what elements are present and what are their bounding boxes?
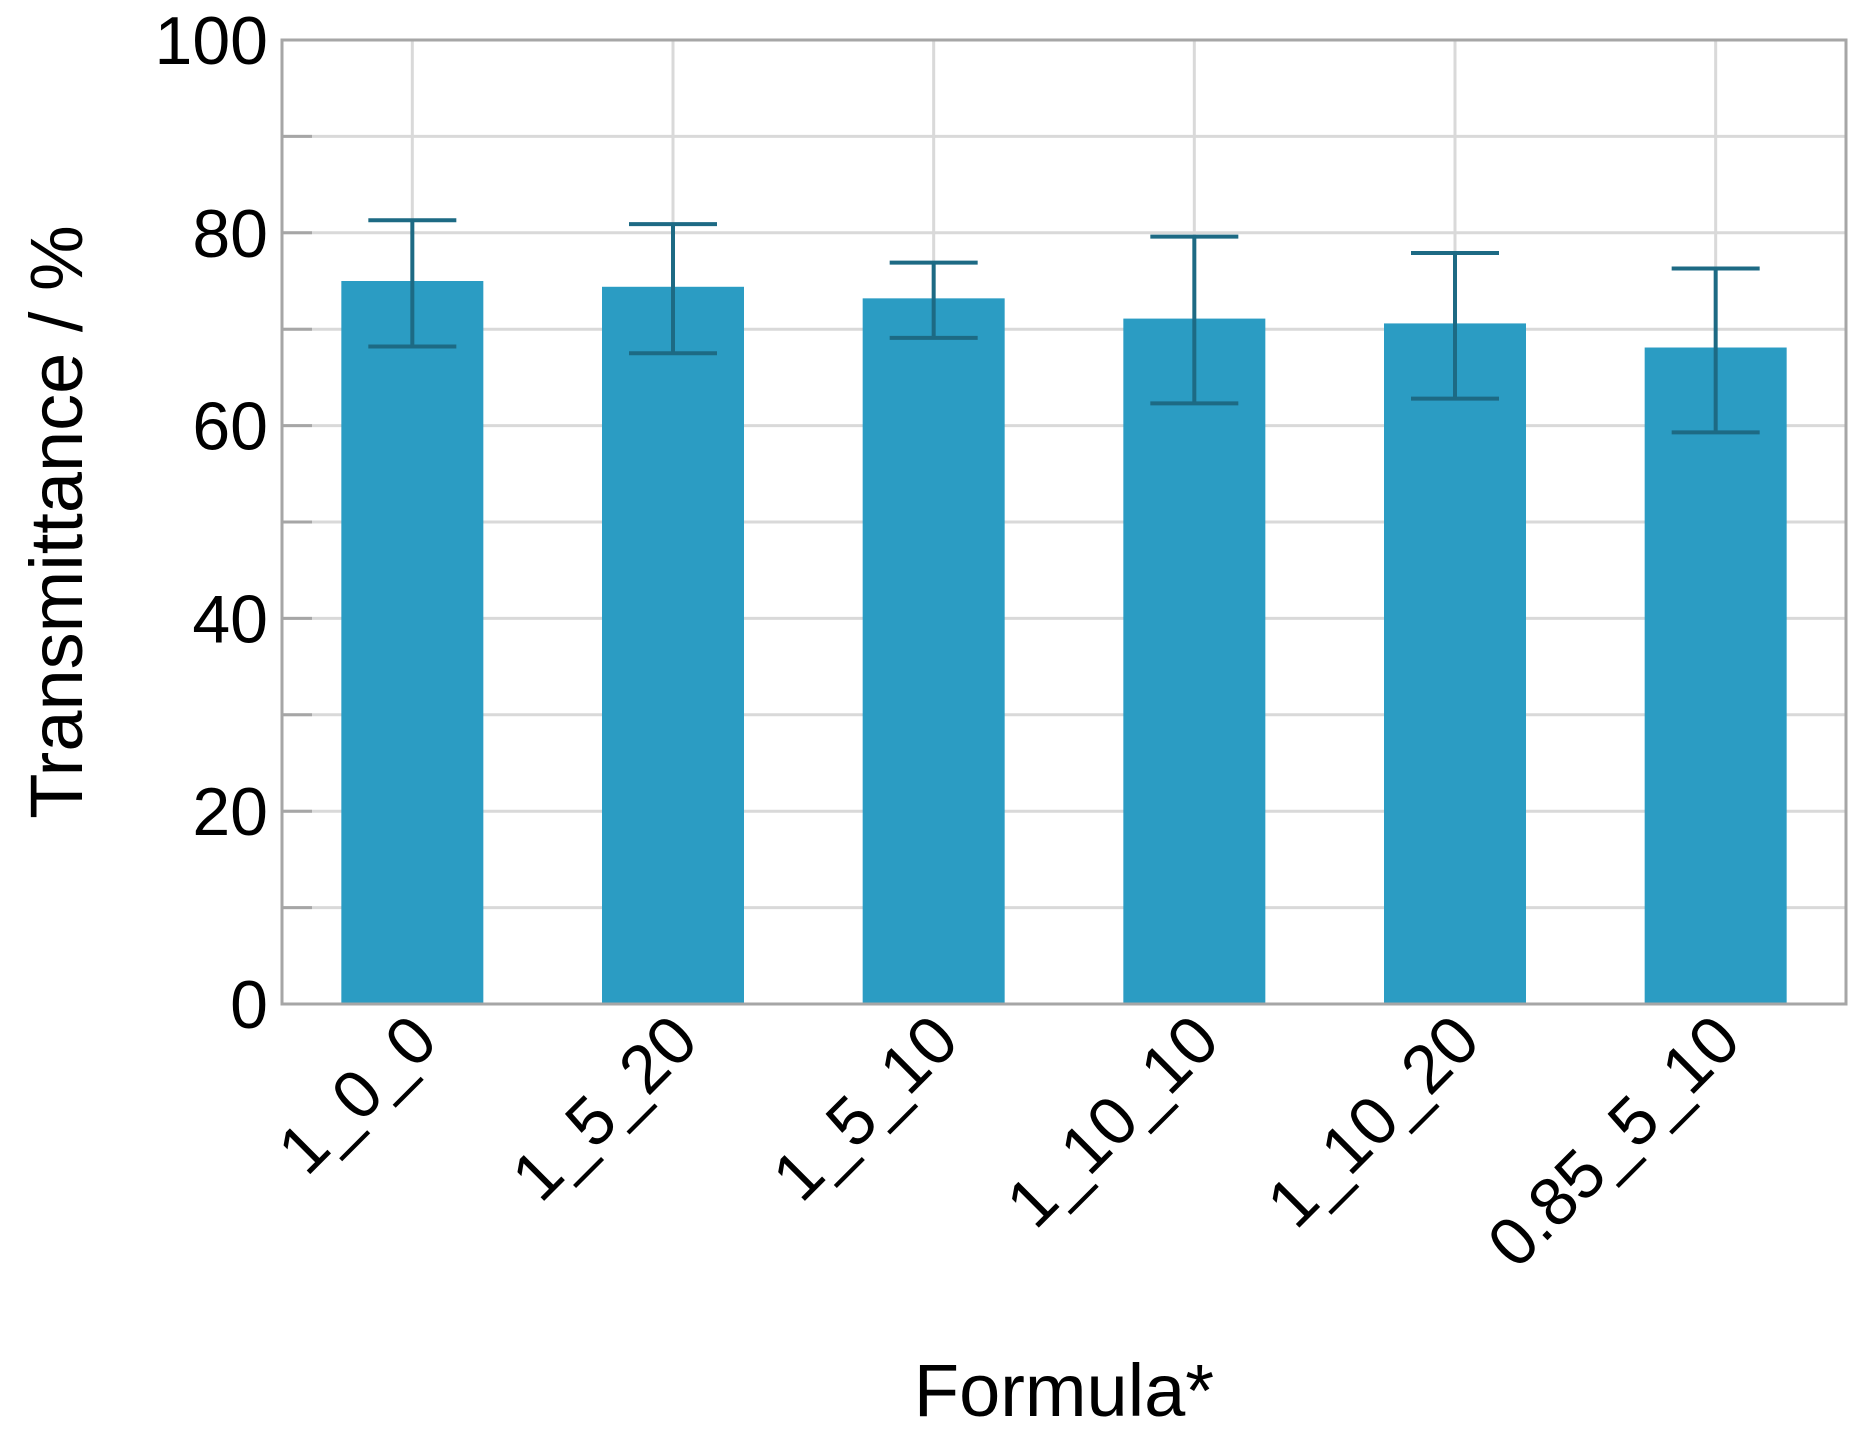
x-tick-label: 0.85_5_10 xyxy=(1473,1001,1754,1282)
y-tick-label: 100 xyxy=(155,3,268,79)
grid-lines xyxy=(282,40,1846,1004)
x-tick-label: 1_10_10 xyxy=(992,1001,1233,1242)
y-tick-label: 0 xyxy=(230,967,268,1043)
y-tick-label: 20 xyxy=(192,774,268,850)
x-tick-label: 1_5_20 xyxy=(497,1001,711,1215)
bars xyxy=(341,281,1787,1004)
x-axis-label: Formula* xyxy=(914,1349,1214,1432)
y-tick-label: 40 xyxy=(192,581,268,657)
x-tick-label: 1_10_20 xyxy=(1253,1001,1494,1242)
y-axis-label: Transmittance / % xyxy=(15,225,98,819)
bar-1_5_10 xyxy=(862,298,1005,1004)
y-tick-label: 80 xyxy=(192,196,268,272)
y-ticks: 0 20 40 60 80 100 xyxy=(155,3,312,1043)
bar-1_5_20 xyxy=(602,286,744,1004)
bar-1_10_10 xyxy=(1123,318,1266,1004)
error-bar-1_10_20 xyxy=(1411,251,1499,401)
y-tick-label: 60 xyxy=(192,389,268,465)
bar-1_0_0 xyxy=(341,281,484,1004)
x-tick-labels: 1_0_0 1_5_20 1_5_10 1_10_10 1_10_200.85_5_10 xyxy=(263,1001,1754,1282)
bar-1_10_20 xyxy=(1384,323,1526,1004)
error-bar-1_5_20 xyxy=(629,222,717,356)
x-tick-label: 1_5_10 xyxy=(758,1001,972,1215)
error-bar-1_10_10 xyxy=(1150,234,1239,406)
error-bar-1_5_10 xyxy=(889,260,978,340)
x-tick-label: 1_0_0 xyxy=(263,1001,450,1188)
error-bar-1_0_0 xyxy=(368,218,457,349)
bar-0.85_5_10 xyxy=(1644,347,1787,1004)
error-bar-0.85_5_10 xyxy=(1671,266,1760,435)
error-bars xyxy=(368,218,1760,435)
